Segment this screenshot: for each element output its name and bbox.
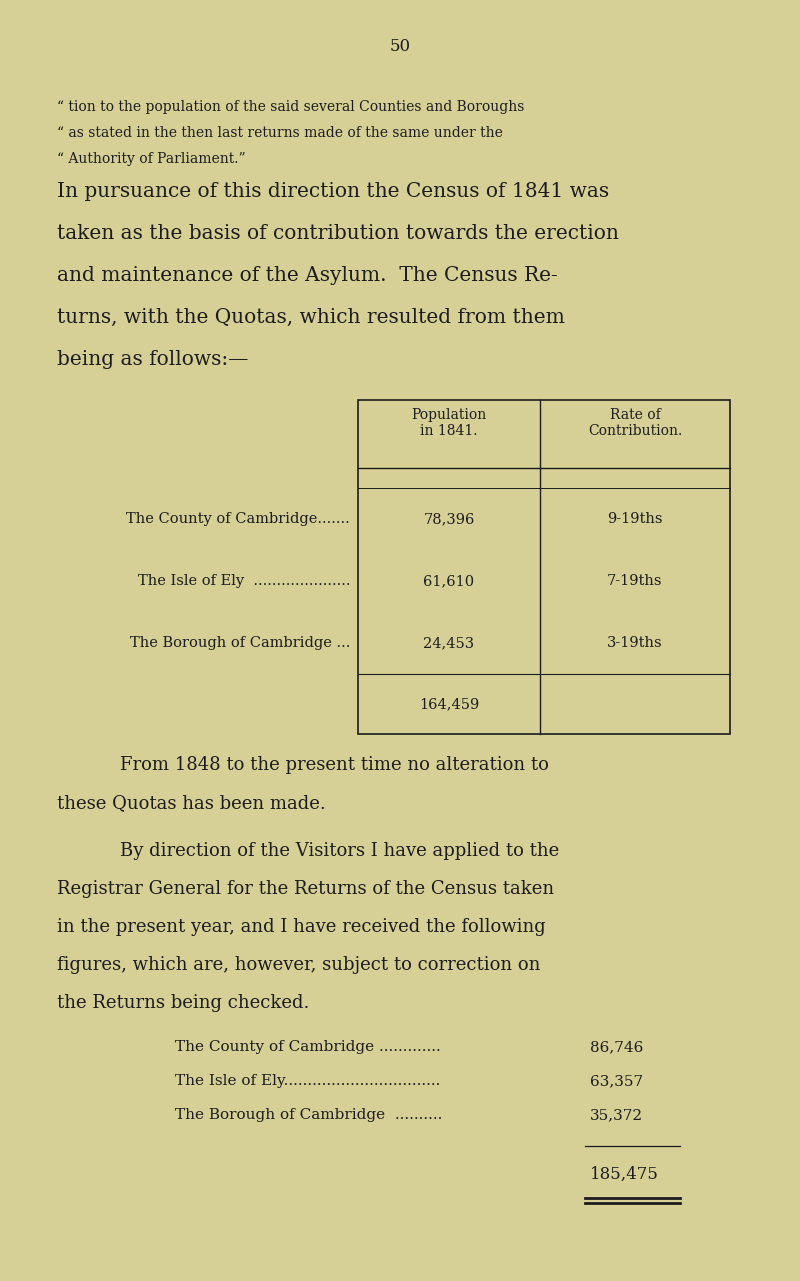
Text: figures, which are, however, subject to correction on: figures, which are, however, subject to …: [57, 956, 540, 974]
Text: “ as stated in the then last returns made of the same under the: “ as stated in the then last returns mad…: [57, 126, 503, 140]
Text: The Borough of Cambridge ...: The Borough of Cambridge ...: [130, 635, 350, 649]
Text: From 1848 to the present time no alteration to: From 1848 to the present time no alterat…: [120, 756, 549, 774]
Text: The Isle of Ely  .....................: The Isle of Ely .....................: [138, 574, 350, 588]
Text: the Returns being checked.: the Returns being checked.: [57, 994, 310, 1012]
Text: 86,746: 86,746: [590, 1040, 643, 1054]
Text: The County of Cambridge.......: The County of Cambridge.......: [126, 512, 350, 526]
Text: and maintenance of the Asylum.  The Census Re-: and maintenance of the Asylum. The Censu…: [57, 266, 558, 284]
Bar: [358, 400, 730, 734]
Text: 35,372: 35,372: [590, 1108, 643, 1122]
Text: 7-19ths: 7-19ths: [607, 574, 662, 588]
Text: “ tion to the population of the said several Counties and Boroughs: “ tion to the population of the said sev…: [57, 100, 524, 114]
Text: taken as the basis of contribution towards the erection: taken as the basis of contribution towar…: [57, 224, 619, 243]
Text: 3-19ths: 3-19ths: [607, 635, 663, 649]
Text: 61,610: 61,610: [423, 574, 474, 588]
Text: turns, with the Quotas, which resulted from them: turns, with the Quotas, which resulted f…: [57, 307, 565, 327]
Text: In pursuance of this direction the Census of 1841 was: In pursuance of this direction the Censu…: [57, 182, 609, 201]
Text: Rate of
Contribution.: Rate of Contribution.: [588, 409, 682, 438]
Text: being as follows:—: being as follows:—: [57, 350, 248, 369]
Text: 63,357: 63,357: [590, 1073, 643, 1088]
Text: “ Authority of Parliament.”: “ Authority of Parliament.”: [57, 152, 246, 167]
Text: 164,459: 164,459: [419, 697, 479, 711]
Text: 78,396: 78,396: [423, 512, 474, 526]
Text: Registrar General for the Returns of the Census taken: Registrar General for the Returns of the…: [57, 880, 554, 898]
Text: 185,475: 185,475: [590, 1166, 659, 1182]
Text: these Quotas has been made.: these Quotas has been made.: [57, 794, 326, 812]
Text: The County of Cambridge .............: The County of Cambridge .............: [175, 1040, 441, 1054]
Text: 24,453: 24,453: [423, 635, 474, 649]
Text: Population
in 1841.: Population in 1841.: [411, 409, 486, 438]
Text: 50: 50: [390, 38, 410, 55]
Text: 9-19ths: 9-19ths: [607, 512, 662, 526]
Text: The Isle of Ely.................................: The Isle of Ely.........................…: [175, 1073, 440, 1088]
Text: The Borough of Cambridge  ..........: The Borough of Cambridge ..........: [175, 1108, 442, 1122]
Text: By direction of the Visitors I have applied to the: By direction of the Visitors I have appl…: [120, 842, 559, 860]
Text: in the present year, and I have received the following: in the present year, and I have received…: [57, 918, 546, 936]
